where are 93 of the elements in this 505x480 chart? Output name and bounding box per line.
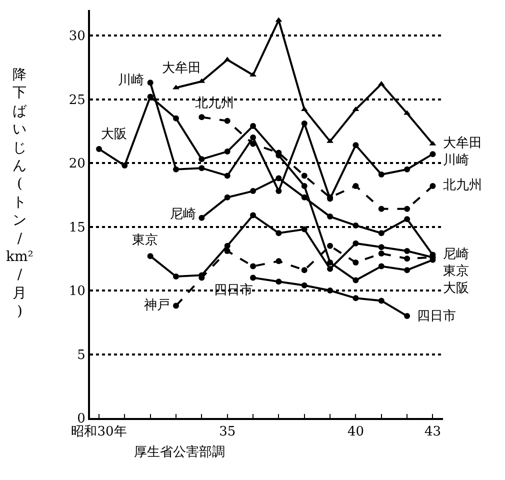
point bbox=[301, 120, 308, 126]
point bbox=[122, 162, 128, 169]
point bbox=[301, 182, 308, 189]
y-tick-label: 20 bbox=[68, 156, 86, 172]
annotation: 東京 bbox=[132, 233, 158, 248]
text: 厚生省公害部調 bbox=[134, 444, 225, 460]
annotation: 川崎 bbox=[443, 153, 469, 168]
point bbox=[250, 140, 256, 147]
point bbox=[224, 148, 230, 155]
point bbox=[430, 151, 436, 158]
point bbox=[327, 259, 334, 266]
point bbox=[404, 256, 410, 262]
point bbox=[173, 166, 179, 172]
annotation: 大阪 bbox=[101, 127, 127, 142]
point bbox=[352, 142, 359, 148]
annotation: 大牟田 bbox=[162, 61, 201, 76]
point bbox=[198, 156, 205, 162]
point bbox=[147, 80, 154, 86]
point bbox=[250, 274, 256, 281]
point bbox=[301, 226, 308, 232]
point bbox=[173, 273, 179, 280]
x-tick-label: 43 bbox=[424, 424, 442, 440]
point bbox=[378, 250, 384, 257]
y-tick-label: 25 bbox=[68, 92, 86, 108]
point bbox=[378, 171, 384, 178]
point bbox=[327, 266, 334, 272]
point bbox=[327, 288, 334, 294]
point bbox=[172, 84, 180, 90]
point bbox=[378, 244, 384, 250]
point bbox=[404, 267, 410, 274]
point bbox=[224, 248, 230, 254]
point bbox=[352, 222, 359, 228]
point bbox=[173, 115, 179, 122]
point bbox=[352, 259, 359, 266]
point bbox=[224, 194, 230, 200]
text: 降下ばいじん(トン/km²/月) bbox=[6, 67, 34, 320]
annotation: 川崎 bbox=[118, 73, 144, 88]
point bbox=[250, 263, 256, 270]
point bbox=[301, 194, 308, 200]
point bbox=[276, 175, 282, 182]
point bbox=[352, 182, 359, 189]
annotation: 尼崎 bbox=[443, 247, 469, 262]
point bbox=[352, 295, 359, 302]
point bbox=[250, 134, 256, 140]
point bbox=[250, 123, 256, 130]
annotation: 大阪 bbox=[443, 281, 469, 296]
point bbox=[276, 230, 282, 236]
point bbox=[147, 253, 154, 260]
point bbox=[301, 267, 308, 274]
y-tick-label: 10 bbox=[68, 284, 86, 300]
point bbox=[327, 242, 334, 249]
point bbox=[404, 206, 410, 212]
point bbox=[301, 282, 308, 288]
point bbox=[198, 114, 205, 120]
point bbox=[301, 172, 308, 179]
point bbox=[404, 166, 410, 172]
point bbox=[198, 214, 205, 221]
point bbox=[404, 216, 410, 222]
annotation: 東京 bbox=[443, 264, 469, 279]
annotation: 四日市 bbox=[417, 309, 456, 324]
y-tick-label: 15 bbox=[68, 220, 86, 236]
point bbox=[327, 214, 334, 220]
point bbox=[198, 165, 205, 172]
point bbox=[173, 302, 179, 309]
point bbox=[326, 138, 334, 143]
annotation: 北九州 bbox=[443, 178, 482, 193]
y-tick-label: 5 bbox=[77, 348, 86, 363]
point bbox=[378, 263, 384, 270]
point bbox=[404, 313, 410, 319]
point bbox=[352, 277, 359, 284]
y-tick-label: 30 bbox=[68, 29, 86, 44]
point bbox=[404, 248, 410, 254]
point bbox=[378, 230, 384, 236]
point bbox=[276, 258, 282, 264]
point bbox=[224, 118, 230, 124]
point bbox=[378, 298, 384, 304]
x-tick-label: 40 bbox=[347, 424, 364, 440]
annotation: 神戸 bbox=[144, 298, 170, 313]
annotation: 大牟田 bbox=[443, 136, 482, 151]
point bbox=[224, 242, 230, 249]
x-tick-label: 昭和30年 bbox=[71, 424, 127, 440]
x-tick-label: 35 bbox=[219, 424, 236, 440]
point bbox=[250, 72, 256, 77]
point bbox=[378, 206, 384, 212]
point bbox=[276, 278, 282, 285]
point bbox=[96, 146, 102, 152]
point bbox=[352, 240, 359, 246]
annotation: 尼崎 bbox=[170, 207, 196, 222]
point bbox=[430, 182, 436, 189]
point bbox=[250, 212, 256, 218]
point bbox=[250, 188, 256, 194]
point bbox=[276, 188, 282, 194]
point bbox=[224, 172, 230, 179]
